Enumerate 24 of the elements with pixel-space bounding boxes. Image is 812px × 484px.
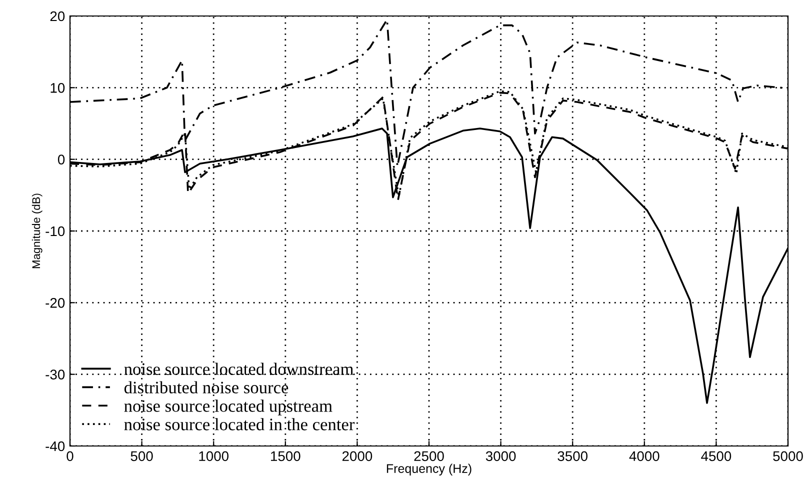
y-tick-label: 20 xyxy=(50,11,65,22)
x-tick-label: 3500 xyxy=(558,451,588,462)
y-tick-label: -20 xyxy=(46,298,65,308)
y-axis-title: Magnitude (dB) xyxy=(32,194,42,268)
legend-label: noise source located upstream xyxy=(124,400,332,416)
x-tick-label: 4500 xyxy=(701,451,732,462)
y-tick-label: 10 xyxy=(50,83,65,93)
y-tick-label: -40 xyxy=(46,441,65,452)
x-tick-label: 2000 xyxy=(342,451,372,462)
legend-label: distributed noise source xyxy=(124,381,288,394)
y-tick-label: -30 xyxy=(46,370,65,380)
y-tick-label: 0 xyxy=(58,154,65,165)
x-tick-label: 500 xyxy=(130,451,153,462)
x-tick-label: 3000 xyxy=(486,451,516,462)
x-tick-label: 5000 xyxy=(773,451,803,462)
x-tick-label: 1500 xyxy=(271,451,300,462)
legend-label: noise source located downstream xyxy=(124,362,354,375)
y-tick-label: -10 xyxy=(46,226,65,236)
legend-label: noise source located in the center xyxy=(124,418,355,430)
x-tick-label: 2500 xyxy=(414,451,444,462)
x-tick-label: 1000 xyxy=(199,451,229,462)
x-axis-title: Frequency (Hz) xyxy=(386,464,472,476)
x-tick-label: 4000 xyxy=(629,451,660,462)
x-tick-label: 0 xyxy=(66,451,74,462)
